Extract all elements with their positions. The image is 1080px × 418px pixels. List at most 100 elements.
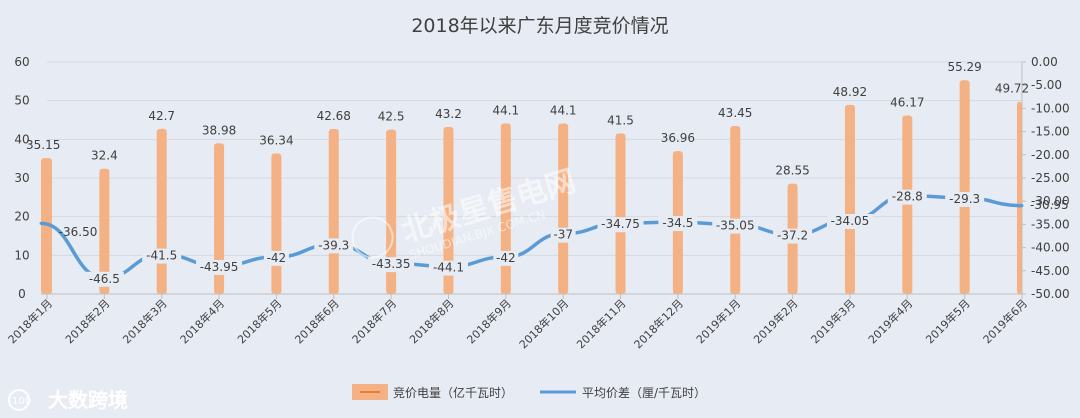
bar [959,80,970,294]
line-label-bg [773,228,813,244]
bar [328,128,339,294]
line-data-label: -37 [553,228,573,242]
chart-title: 2018年以来广东月度竞价情况 [411,15,668,37]
bar-data-label: 32.4 [91,149,118,163]
left-axis: 0 10 20 30 40 50 60 [14,55,29,301]
legend-label-line: 平均价差（厘/千瓦时） [582,386,706,400]
line-label-bg [368,257,415,273]
left-axis-tick: 60 [14,55,29,69]
left-axis-tick: 50 [14,94,29,108]
watermark-star-icon [351,216,394,259]
bar [615,133,626,294]
bar-data-label: 44.1 [550,103,577,117]
line-label-bg [493,250,519,266]
bar-data-label: 28.55 [775,164,809,178]
bar [730,125,741,294]
bar-data-label: 46.17 [890,95,924,109]
left-axis-tick: 40 [14,132,29,146]
brand-logo-icon [8,389,30,411]
right-axis-tick: -20.00 [1031,148,1070,162]
line-data-label: -39.3 [318,238,349,252]
bar-data-label: 43.45 [718,106,752,120]
line-label-bg [945,191,985,207]
line-label-bg [84,271,124,287]
brand-badge: 100 [12,396,31,407]
line-data-label: -30.95 [1030,198,1069,212]
line-data-label: -44.1 [433,261,464,275]
bar-data-label: 48.92 [833,85,867,99]
bar-data-labels: 35.15 32.4 42.7 38.98 36.34 42.68 42.5 43.2 44.1… [26,60,1029,177]
right-axis-tick: -35.00 [1031,217,1070,231]
line-data-label: -37.2 [777,229,808,243]
bar-data-label: 55.29 [947,60,981,74]
line-label-bg [658,216,698,232]
right-axis-tick: -50.00 [1031,287,1070,301]
bar-data-label: 49.72 [995,82,1029,96]
line-data-label: -29.3 [949,192,980,206]
bar-data-label: 43.2 [435,107,462,121]
right-axis-tick: -5.00 [1031,78,1062,92]
left-axis-tick: 0 [18,287,26,301]
bar-data-label: 42.5 [378,110,405,124]
bar-data-label: 42.7 [148,109,175,123]
bar [271,153,282,294]
right-axis: -50.00 -45.00 -40.00 -35.00 -30.00 -25.00 -20.… [1021,55,1070,301]
line-label-bg [428,260,468,276]
left-axis-tick: 10 [14,248,29,262]
legend-label-bars: 竞价电量（亿千瓦时） [393,385,513,400]
bar [41,158,52,294]
bar-data-label: 36.96 [661,131,695,145]
line-label-bg [142,248,182,264]
bar-data-label: 42.68 [317,109,351,123]
right-axis-tick: -30.00 [1031,194,1070,208]
legend: 竞价电量（亿千瓦时） 平均价差（厘/千瓦时） [352,384,706,400]
bar [902,115,913,294]
line-data-labels: -36.50 -46.5 -41.5 -43.95 -42 -39.3 -43.35 -44.… [59,189,1069,287]
brand-logo: 100 大数跨境 [8,388,128,412]
bar [214,143,225,294]
line-data-label: -34.5 [662,216,693,230]
line-data-label: -28.8 [892,190,923,204]
line-label-bg [263,250,289,266]
bar [386,129,397,294]
left-axis-tick: 20 [14,210,29,224]
line-data-label: -34.05 [831,214,870,228]
bar [443,126,454,295]
line-data-label: -43.35 [372,257,411,271]
bar-data-label: 38.98 [202,123,236,137]
line-data-label: -43.95 [200,260,239,274]
bar-data-label: 44.1 [492,103,519,117]
line-data-label: -41.5 [146,249,177,263]
line-label-bg [196,259,243,275]
left-axis-tick: 30 [14,171,29,185]
bar [99,168,110,294]
right-axis-tick: -45.00 [1031,264,1070,278]
line-label-bg [550,227,576,243]
right-axis-tick: -15.00 [1031,125,1070,139]
line-data-label: -34.75 [601,217,640,231]
line-label-bg [314,238,354,254]
line-data-label: -42 [267,251,287,265]
line-data-label: -36.50 [59,225,98,239]
bar [1017,101,1022,295]
line-data-label: -35.05 [716,219,755,233]
line-label-bg [597,217,644,233]
right-axis-tick: -25.00 [1031,171,1070,185]
right-axis-tick: 0.00 [1031,55,1058,69]
brand-name: 大数跨境 [48,388,128,412]
line-point [39,221,43,225]
line-data-label: -46.5 [89,272,120,286]
line-label-bg [826,213,873,229]
right-axis-tick: -40.00 [1031,241,1070,255]
bar-data-label: 41.5 [607,114,634,128]
line-label-bg [887,189,927,205]
bar-data-label: 36.34 [259,133,293,147]
line-point [1020,204,1024,208]
bar [156,128,167,294]
line-data-label: -42 [496,251,516,265]
bar [558,123,569,294]
line-label-bg [712,218,759,234]
